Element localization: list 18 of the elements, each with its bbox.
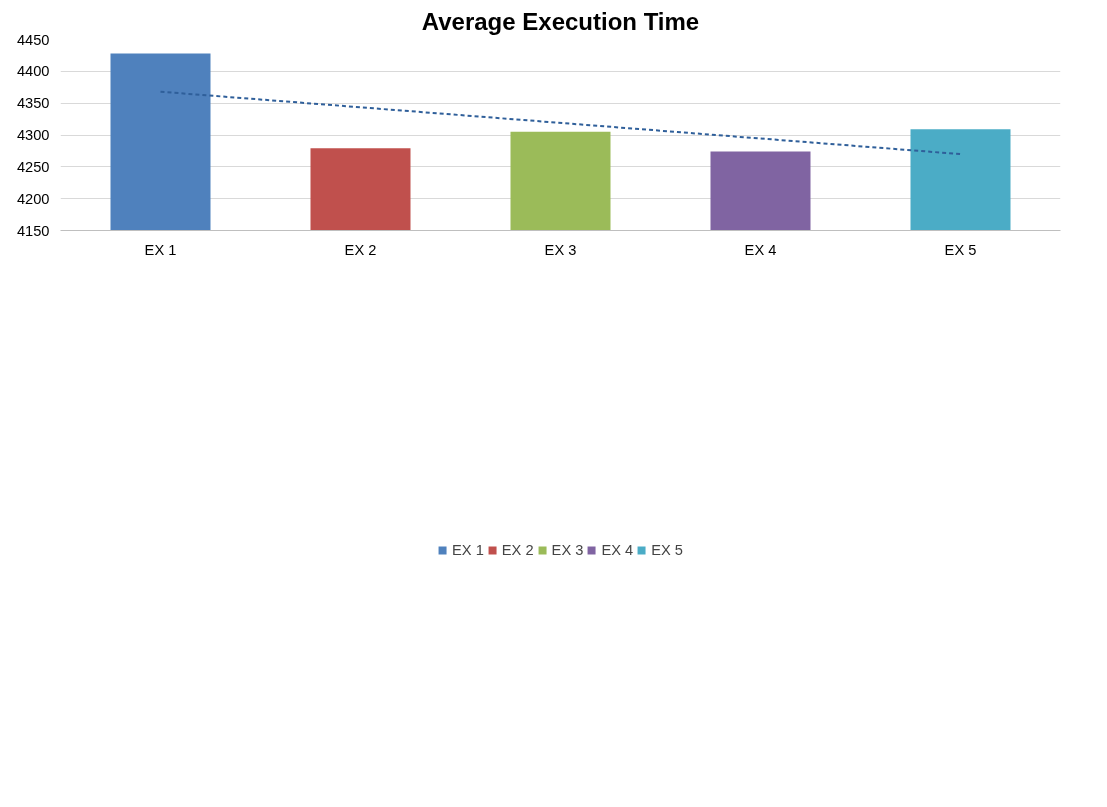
legend-label: EX 4 [601, 542, 634, 558]
y-tick-label: 4350 [16, 95, 50, 112]
y-tick-label: 4300 [16, 127, 50, 143]
chart-title: Average Execution Time [421, 7, 700, 35]
x-tick-label: EX 2 [344, 241, 377, 258]
x-tick-label: EX 4 [744, 241, 777, 258]
legend-label: EX 3 [551, 542, 584, 558]
y-tick-label: 4450 [16, 31, 50, 48]
x-tick-label: EX 1 [144, 241, 177, 258]
y-tick-label: 4250 [16, 158, 50, 175]
legend-label: EX 2 [501, 542, 534, 558]
legend-label: EX 5 [651, 542, 683, 558]
y-tick-label: 4150 [16, 222, 50, 239]
legend-label: EX 1 [452, 542, 484, 558]
y-tick-label: 4400 [16, 63, 50, 80]
x-tick-label: EX 5 [944, 241, 977, 258]
x-tick-label: EX 3 [544, 241, 577, 258]
y-tick-label: 4200 [16, 190, 50, 207]
